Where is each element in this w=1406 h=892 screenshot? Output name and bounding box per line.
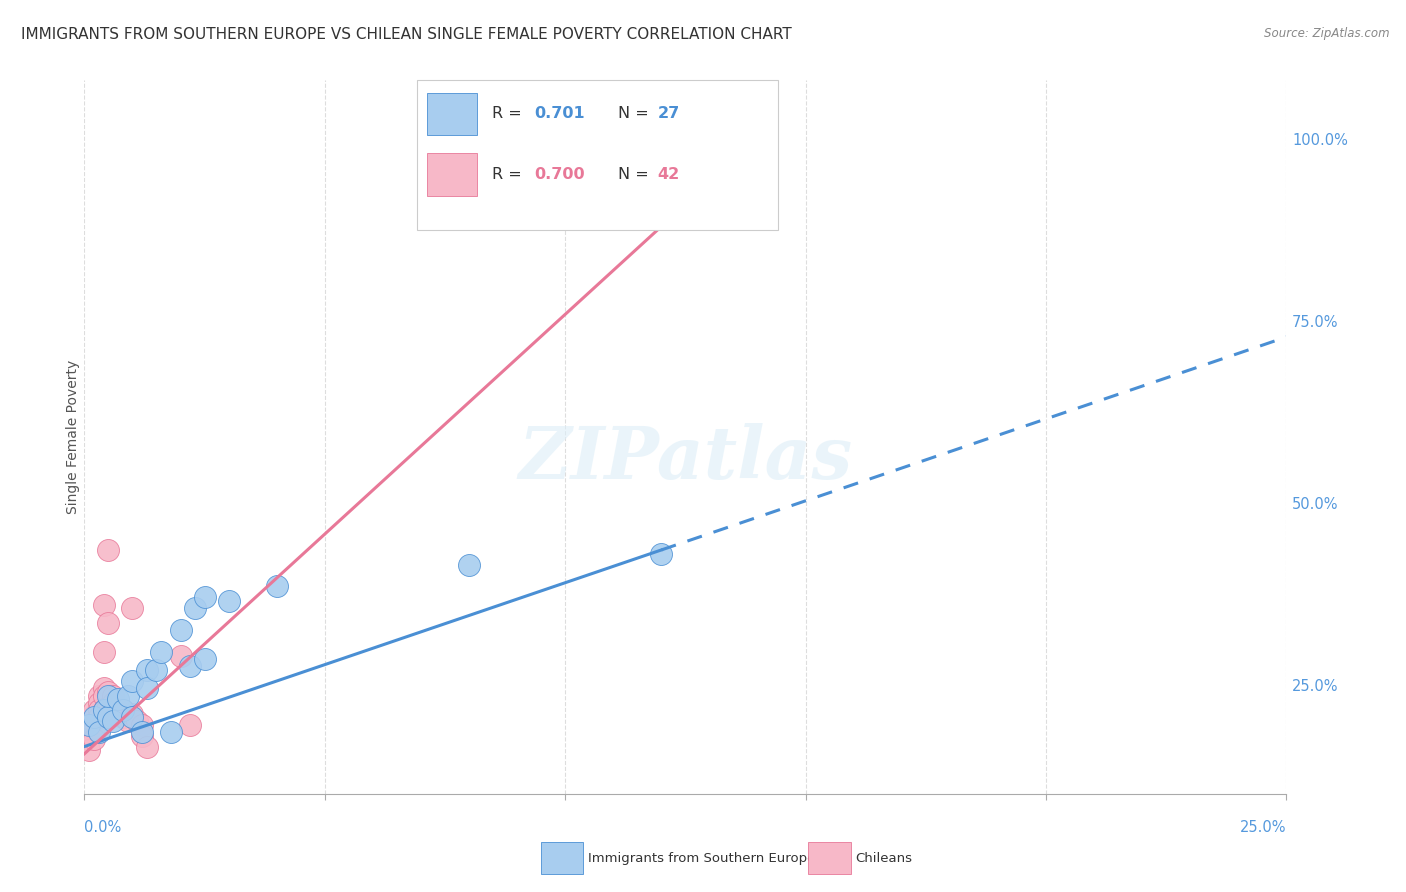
Point bbox=[179, 717, 201, 731]
Point bbox=[194, 652, 217, 666]
Point bbox=[121, 706, 143, 721]
Point bbox=[93, 645, 115, 659]
Text: ZIPatlas: ZIPatlas bbox=[519, 423, 852, 494]
Point bbox=[150, 805, 173, 819]
Point bbox=[135, 739, 157, 754]
Point bbox=[103, 696, 125, 710]
FancyBboxPatch shape bbox=[418, 80, 778, 230]
Text: R =: R = bbox=[492, 106, 527, 121]
Point bbox=[97, 699, 120, 714]
Text: N =: N = bbox=[619, 167, 654, 182]
Point bbox=[169, 623, 191, 637]
Point bbox=[93, 703, 115, 717]
Point bbox=[103, 714, 125, 728]
Point bbox=[127, 714, 149, 728]
Point bbox=[530, 816, 553, 830]
Point bbox=[107, 706, 129, 721]
Text: Immigrants from Southern Europe: Immigrants from Southern Europe bbox=[588, 852, 815, 864]
Text: 42: 42 bbox=[658, 167, 681, 182]
Point bbox=[135, 681, 157, 696]
Point bbox=[93, 598, 115, 612]
Point bbox=[184, 601, 207, 615]
Point bbox=[83, 732, 105, 747]
Point bbox=[131, 725, 153, 739]
Point bbox=[77, 732, 100, 747]
FancyBboxPatch shape bbox=[427, 153, 478, 196]
Point bbox=[93, 689, 115, 703]
Point bbox=[160, 725, 183, 739]
Point bbox=[97, 685, 120, 699]
Point bbox=[76, 732, 98, 747]
Point bbox=[87, 725, 110, 739]
Point bbox=[458, 558, 481, 572]
Point bbox=[97, 615, 120, 630]
Point bbox=[141, 808, 163, 822]
Text: Chileans: Chileans bbox=[855, 852, 912, 864]
Point bbox=[117, 689, 139, 703]
Point bbox=[121, 601, 143, 615]
Text: 0.0%: 0.0% bbox=[84, 821, 121, 835]
Point bbox=[97, 710, 120, 724]
Point bbox=[77, 743, 100, 757]
Point bbox=[103, 689, 125, 703]
Point bbox=[111, 710, 134, 724]
Point bbox=[83, 703, 105, 717]
Point bbox=[87, 703, 110, 717]
Point bbox=[194, 591, 217, 605]
Point bbox=[650, 547, 672, 561]
Text: Source: ZipAtlas.com: Source: ZipAtlas.com bbox=[1264, 27, 1389, 40]
Point bbox=[266, 579, 288, 593]
Point bbox=[80, 710, 103, 724]
Text: N =: N = bbox=[619, 106, 654, 121]
Point bbox=[97, 689, 120, 703]
Point bbox=[150, 645, 173, 659]
Text: 25.0%: 25.0% bbox=[1240, 821, 1286, 835]
Point bbox=[131, 729, 153, 743]
Y-axis label: Single Female Poverty: Single Female Poverty bbox=[66, 360, 80, 514]
FancyBboxPatch shape bbox=[427, 93, 478, 136]
Point bbox=[87, 696, 110, 710]
Point bbox=[77, 717, 100, 731]
Point bbox=[93, 681, 115, 696]
Point bbox=[218, 594, 240, 608]
Point bbox=[97, 710, 120, 724]
Point bbox=[83, 710, 105, 724]
Point bbox=[135, 663, 157, 677]
Point bbox=[169, 648, 191, 663]
Point bbox=[111, 703, 134, 717]
Point bbox=[121, 673, 143, 688]
Point bbox=[145, 801, 167, 815]
Point bbox=[131, 717, 153, 731]
Point bbox=[87, 689, 110, 703]
Point bbox=[145, 663, 167, 677]
Point bbox=[111, 703, 134, 717]
Point bbox=[83, 722, 105, 736]
Point bbox=[121, 710, 143, 724]
Point bbox=[160, 820, 183, 834]
Point bbox=[93, 703, 115, 717]
Text: 0.701: 0.701 bbox=[534, 106, 585, 121]
Point bbox=[107, 692, 129, 706]
Point bbox=[97, 543, 120, 558]
Text: 27: 27 bbox=[658, 106, 681, 121]
Text: R =: R = bbox=[492, 167, 527, 182]
Point bbox=[87, 710, 110, 724]
Point bbox=[117, 714, 139, 728]
Point bbox=[107, 703, 129, 717]
Point bbox=[179, 659, 201, 673]
Text: IMMIGRANTS FROM SOUTHERN EUROPE VS CHILEAN SINGLE FEMALE POVERTY CORRELATION CHA: IMMIGRANTS FROM SOUTHERN EUROPE VS CHILE… bbox=[21, 27, 792, 42]
Point bbox=[747, 131, 769, 145]
Text: 0.700: 0.700 bbox=[534, 167, 585, 182]
